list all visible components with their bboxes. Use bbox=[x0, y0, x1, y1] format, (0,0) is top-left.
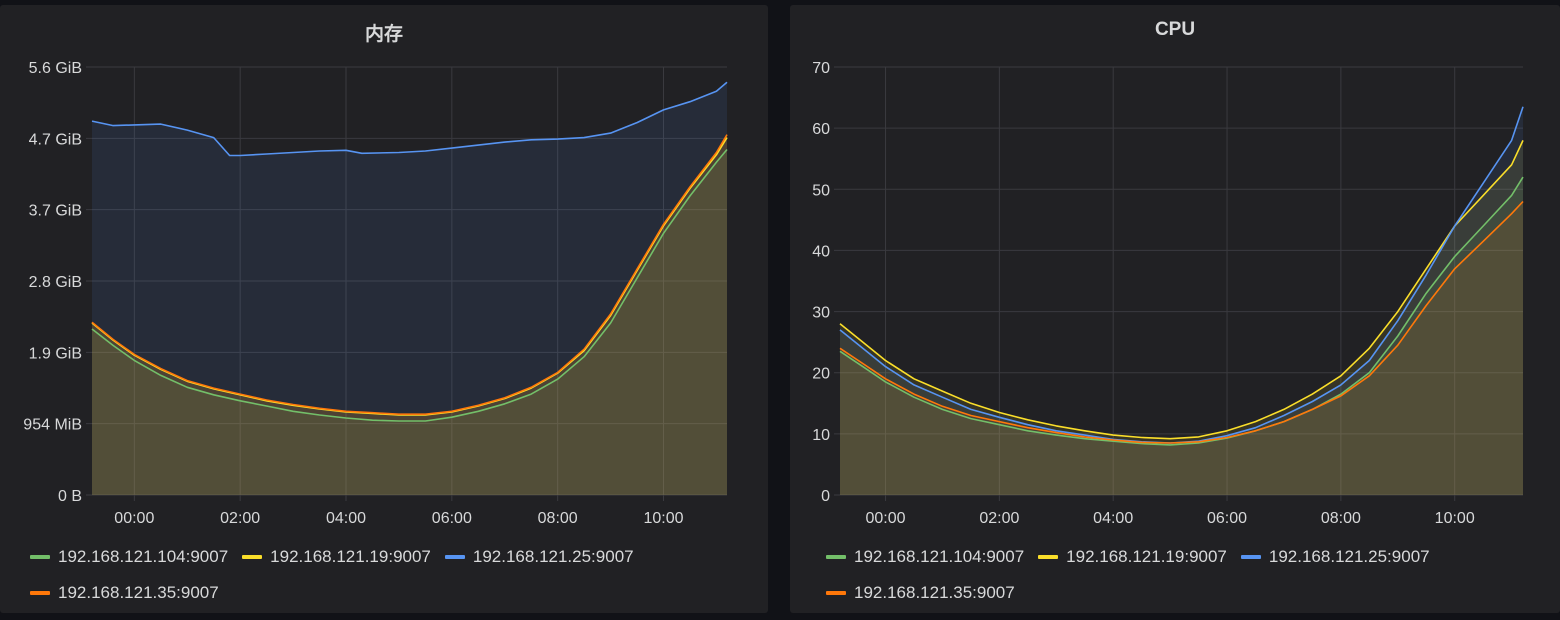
memory-panel: 内存 0 B 954 MiB 1.9 GiB 2.8 GiB 3.7 GiB 4.7 Gi… bbox=[0, 5, 768, 613]
memory-y-tick-label: 0 B bbox=[58, 488, 82, 505]
memory-y-tick-label: 1.9 GiB bbox=[29, 345, 82, 362]
memory-area-fills bbox=[92, 82, 727, 496]
cpu-series-line-3[interactable] bbox=[839, 200, 1524, 444]
memory-series-line-2[interactable] bbox=[91, 81, 728, 157]
memory-legend-swatch bbox=[444, 555, 465, 559]
memory-legend-swatch bbox=[30, 591, 50, 595]
cpu-legend-label: 192.168.121.19:9007 bbox=[1066, 547, 1227, 566]
memory-series-line-3[interactable] bbox=[91, 134, 728, 415]
memory-series-area-2 bbox=[92, 82, 727, 496]
memory-x-tick-label: 08:00 bbox=[538, 510, 578, 527]
cpu-y-tick-label: 60 bbox=[812, 121, 830, 138]
memory-x-tick-label: 00:00 bbox=[114, 510, 154, 527]
cpu-legend-label: 192.168.121.35:9007 bbox=[854, 583, 1015, 602]
memory-chart[interactable]: 0 B 954 MiB 1.9 GiB 2.8 GiB 3.7 GiB 4.7 GiB 5.… bbox=[0, 5, 768, 545]
cpu-series-line-0[interactable] bbox=[839, 176, 1524, 446]
memory-x-tick-label: 04:00 bbox=[326, 510, 366, 527]
cpu-legend-swatch bbox=[826, 555, 846, 559]
cpu-series-area-0 bbox=[840, 177, 1523, 495]
memory-legend-label: 192.168.121.19:9007 bbox=[270, 547, 431, 566]
cpu-y-tick-label: 0 bbox=[821, 488, 830, 505]
cpu-series-area-1 bbox=[840, 140, 1523, 495]
memory-series-lines bbox=[91, 81, 728, 422]
memory-y-tick-label: 3.7 GiB bbox=[29, 203, 82, 220]
memory-legend-swatch bbox=[30, 555, 50, 559]
cpu-area-fills bbox=[840, 106, 1523, 495]
cpu-legend-label: 192.168.121.25:9007 bbox=[1268, 547, 1430, 566]
cpu-legend-swatch bbox=[826, 591, 846, 595]
memory-panel-title[interactable]: 内存 bbox=[364, 24, 403, 45]
memory-y-tick-label: 2.8 GiB bbox=[29, 274, 82, 291]
memory-y-tick-label: 5.6 GiB bbox=[29, 60, 82, 77]
cpu-x-tick-label: 02:00 bbox=[979, 510, 1019, 527]
memory-series-area-0 bbox=[92, 149, 727, 495]
cpu-x-tick-label: 00:00 bbox=[866, 510, 906, 527]
cpu-legend-label: 192.168.121.104:9007 bbox=[854, 547, 1025, 566]
memory-series-line-0[interactable] bbox=[91, 148, 728, 422]
memory-legend-item[interactable]: 192.168.121.19:9007 bbox=[242, 545, 431, 569]
memory-series-area-3 bbox=[92, 134, 727, 495]
memory-legend-item[interactable]: 192.168.121.25:9007 bbox=[444, 545, 634, 569]
cpu-x-tick-label: 08:00 bbox=[1321, 510, 1361, 527]
cpu-legend-item[interactable]: 192.168.121.104:9007 bbox=[826, 545, 1024, 569]
memory-x-tick-label: 10:00 bbox=[643, 510, 683, 527]
memory-x-tick-label: 02:00 bbox=[220, 510, 260, 527]
cpu-y-tick-label: 30 bbox=[812, 305, 830, 322]
cpu-legend-swatch bbox=[1038, 555, 1059, 559]
memory-legend-label: 192.168.121.35:9007 bbox=[58, 583, 219, 602]
cpu-y-tick-label: 20 bbox=[812, 366, 830, 383]
memory-x-tick-label: 06:00 bbox=[432, 510, 472, 527]
cpu-series-lines bbox=[839, 106, 1524, 446]
memory-y-tick-label: 954 MiB bbox=[23, 417, 82, 434]
memory-series-area-1 bbox=[92, 137, 727, 495]
cpu-y-tick-label: 50 bbox=[812, 182, 830, 199]
cpu-panel-title[interactable]: CPU bbox=[1154, 19, 1196, 40]
cpu-legend-item[interactable]: 192.168.121.35:9007 bbox=[826, 581, 1015, 605]
cpu-y-tick-label: 70 bbox=[812, 60, 830, 77]
cpu-y-tick-label: 10 bbox=[812, 427, 830, 444]
cpu-legend: 192.168.121.104:9007 192.168.121.19:9007 1… bbox=[826, 545, 1546, 605]
cpu-x-tick-label: 06:00 bbox=[1207, 510, 1247, 527]
memory-legend: 192.168.121.104:9007 192.168.121.19:9007 1… bbox=[30, 545, 750, 605]
cpu-panel: CPU 0 10 20 30 40 50 60 70 00:00 02:00 04:00 06:00 0… bbox=[790, 5, 1560, 613]
cpu-grid bbox=[834, 66, 1523, 501]
cpu-chart[interactable]: 0 10 20 30 40 50 60 70 00:00 02:00 04:00 06:00 08:00… bbox=[790, 5, 1560, 545]
cpu-x-tick-label: 10:00 bbox=[1435, 510, 1475, 527]
memory-legend-label: 192.168.121.25:9007 bbox=[472, 547, 634, 566]
cpu-y-tick-label: 40 bbox=[812, 243, 830, 260]
memory-legend-label: 192.168.121.104:9007 bbox=[58, 547, 229, 566]
cpu-legend-swatch bbox=[1240, 555, 1261, 559]
cpu-x-tick-label: 04:00 bbox=[1093, 510, 1133, 527]
cpu-series-area-3 bbox=[840, 201, 1523, 495]
memory-legend-item[interactable]: 192.168.121.104:9007 bbox=[30, 545, 228, 569]
cpu-series-line-1[interactable] bbox=[839, 140, 1524, 440]
memory-legend-item[interactable]: 192.168.121.35:9007 bbox=[30, 581, 219, 605]
cpu-legend-item[interactable]: 192.168.121.19:9007 bbox=[1038, 545, 1227, 569]
memory-y-tick-label: 4.7 GiB bbox=[29, 131, 82, 148]
cpu-series-area-2 bbox=[840, 106, 1523, 495]
cpu-legend-item[interactable]: 192.168.121.25:9007 bbox=[1240, 545, 1430, 569]
memory-legend-swatch bbox=[242, 555, 263, 559]
